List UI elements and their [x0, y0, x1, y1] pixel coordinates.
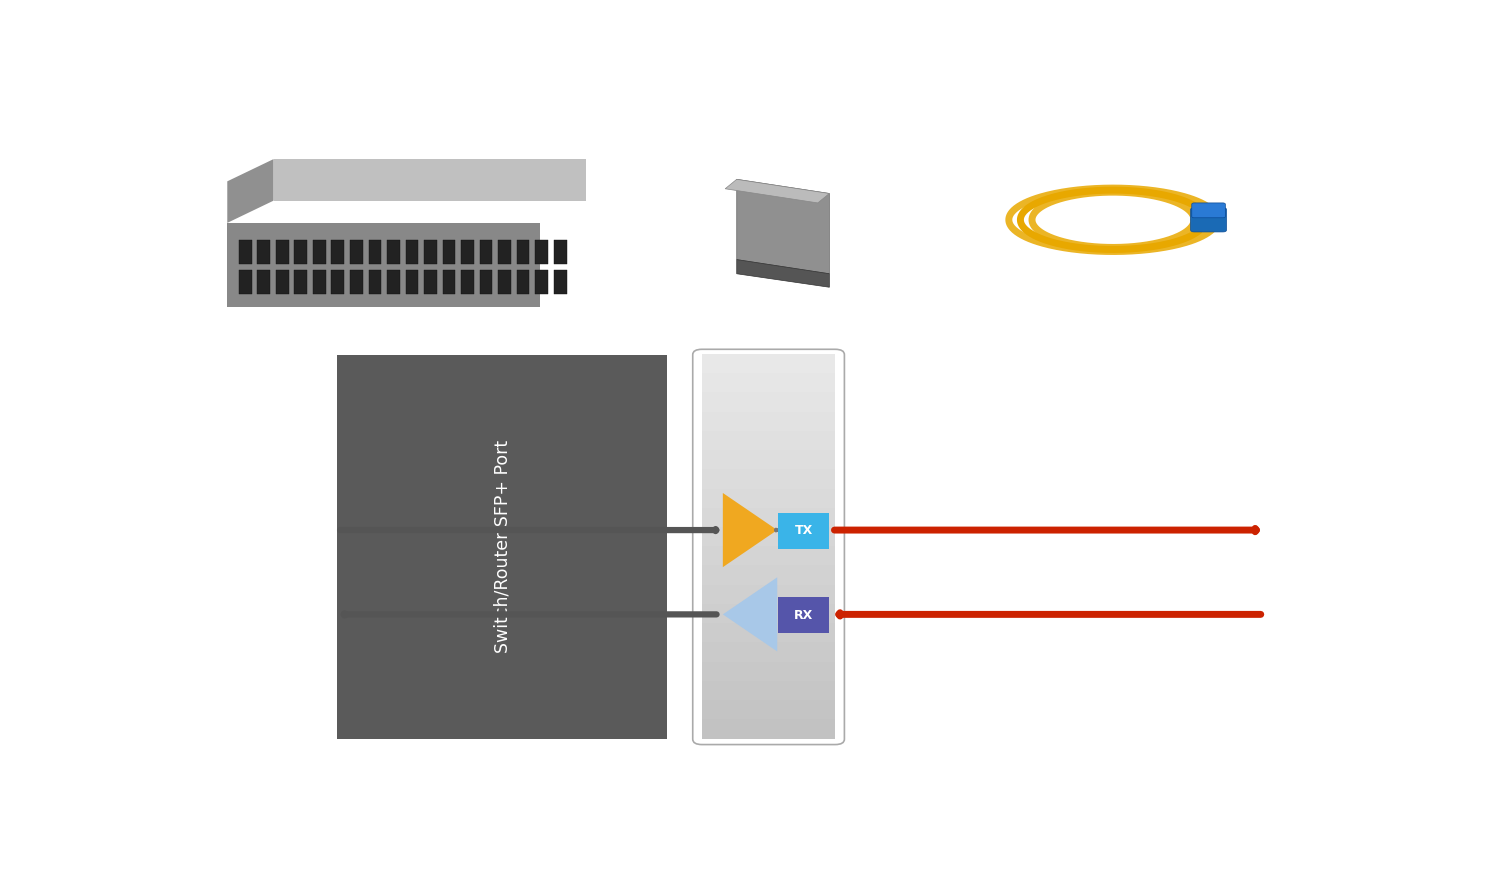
- FancyBboxPatch shape: [702, 527, 835, 547]
- Polygon shape: [737, 259, 829, 287]
- FancyBboxPatch shape: [1191, 208, 1227, 232]
- FancyBboxPatch shape: [702, 547, 835, 566]
- FancyBboxPatch shape: [294, 240, 308, 264]
- FancyBboxPatch shape: [312, 240, 326, 264]
- FancyBboxPatch shape: [554, 240, 566, 264]
- FancyBboxPatch shape: [480, 240, 493, 264]
- FancyBboxPatch shape: [424, 271, 436, 294]
- FancyBboxPatch shape: [517, 240, 529, 264]
- Text: TX: TX: [795, 524, 813, 537]
- FancyBboxPatch shape: [702, 470, 835, 490]
- Text: Switch/Router SFP+ Port: Switch/Router SFP+ Port: [493, 441, 511, 653]
- FancyBboxPatch shape: [535, 240, 548, 264]
- Text: RX: RX: [795, 609, 814, 622]
- Polygon shape: [273, 159, 586, 201]
- FancyBboxPatch shape: [702, 604, 835, 624]
- Polygon shape: [227, 223, 539, 307]
- FancyBboxPatch shape: [702, 681, 835, 701]
- Polygon shape: [723, 577, 777, 652]
- FancyBboxPatch shape: [350, 271, 363, 294]
- FancyBboxPatch shape: [405, 240, 418, 264]
- FancyBboxPatch shape: [257, 240, 270, 264]
- FancyBboxPatch shape: [702, 373, 835, 393]
- FancyBboxPatch shape: [369, 240, 381, 264]
- FancyBboxPatch shape: [239, 240, 251, 264]
- FancyBboxPatch shape: [276, 240, 288, 264]
- FancyBboxPatch shape: [332, 271, 344, 294]
- FancyBboxPatch shape: [294, 271, 308, 294]
- FancyBboxPatch shape: [702, 566, 835, 585]
- FancyBboxPatch shape: [350, 240, 363, 264]
- FancyBboxPatch shape: [332, 240, 344, 264]
- FancyBboxPatch shape: [1192, 203, 1225, 218]
- FancyBboxPatch shape: [702, 719, 835, 739]
- FancyBboxPatch shape: [702, 584, 835, 604]
- Polygon shape: [723, 493, 777, 567]
- FancyBboxPatch shape: [702, 700, 835, 720]
- FancyBboxPatch shape: [462, 240, 474, 264]
- FancyBboxPatch shape: [702, 392, 835, 413]
- FancyBboxPatch shape: [702, 642, 835, 662]
- FancyBboxPatch shape: [257, 271, 270, 294]
- FancyBboxPatch shape: [424, 240, 436, 264]
- FancyBboxPatch shape: [498, 240, 511, 264]
- FancyBboxPatch shape: [369, 271, 381, 294]
- FancyBboxPatch shape: [338, 355, 668, 739]
- FancyBboxPatch shape: [387, 271, 400, 294]
- FancyBboxPatch shape: [778, 512, 829, 549]
- FancyBboxPatch shape: [387, 240, 400, 264]
- Polygon shape: [227, 159, 273, 223]
- FancyBboxPatch shape: [702, 489, 835, 508]
- FancyBboxPatch shape: [239, 271, 251, 294]
- Polygon shape: [737, 180, 829, 273]
- FancyBboxPatch shape: [498, 271, 511, 294]
- FancyBboxPatch shape: [554, 271, 566, 294]
- FancyBboxPatch shape: [702, 354, 835, 374]
- FancyBboxPatch shape: [462, 271, 474, 294]
- FancyBboxPatch shape: [702, 661, 835, 682]
- FancyBboxPatch shape: [480, 271, 493, 294]
- FancyBboxPatch shape: [312, 271, 326, 294]
- FancyBboxPatch shape: [535, 271, 548, 294]
- FancyBboxPatch shape: [442, 240, 456, 264]
- FancyBboxPatch shape: [702, 431, 835, 451]
- FancyBboxPatch shape: [702, 623, 835, 643]
- FancyBboxPatch shape: [702, 412, 835, 432]
- FancyBboxPatch shape: [442, 271, 456, 294]
- FancyBboxPatch shape: [778, 597, 829, 633]
- FancyBboxPatch shape: [702, 450, 835, 470]
- FancyBboxPatch shape: [405, 271, 418, 294]
- FancyBboxPatch shape: [276, 271, 288, 294]
- FancyBboxPatch shape: [517, 271, 529, 294]
- FancyBboxPatch shape: [702, 508, 835, 527]
- Polygon shape: [725, 180, 829, 203]
